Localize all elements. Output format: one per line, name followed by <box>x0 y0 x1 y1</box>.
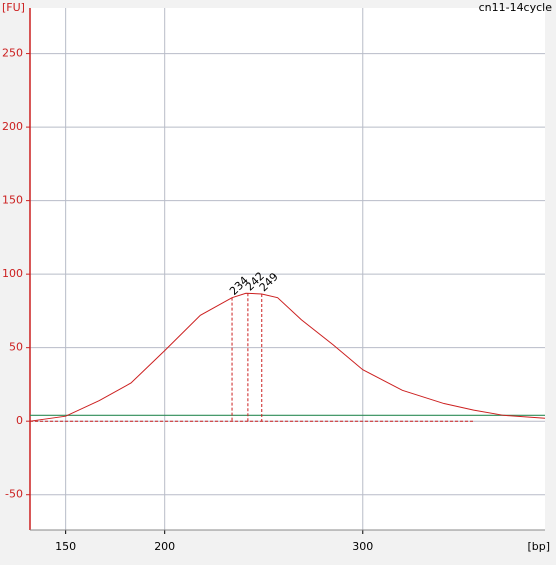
y-tick-label: 150 <box>2 194 23 207</box>
trace <box>29 292 546 422</box>
x-tick-label: 300 <box>352 540 373 553</box>
plot-area <box>30 8 545 530</box>
x-tick-label: 200 <box>154 540 175 553</box>
y-tick-label: 0 <box>16 414 23 427</box>
chart-title: cn11-14cycle <box>479 1 553 14</box>
x-tick-label: 150 <box>55 540 76 553</box>
y-axis-label: [FU] <box>2 1 25 14</box>
y-tick-label: -50 <box>5 488 23 501</box>
y-tick-label: 250 <box>2 47 23 60</box>
y-tick-label: 100 <box>2 267 23 280</box>
y-tick-label: 50 <box>9 341 23 354</box>
x-axis-label: [bp] <box>527 540 550 553</box>
y-tick-label: 200 <box>2 120 23 133</box>
